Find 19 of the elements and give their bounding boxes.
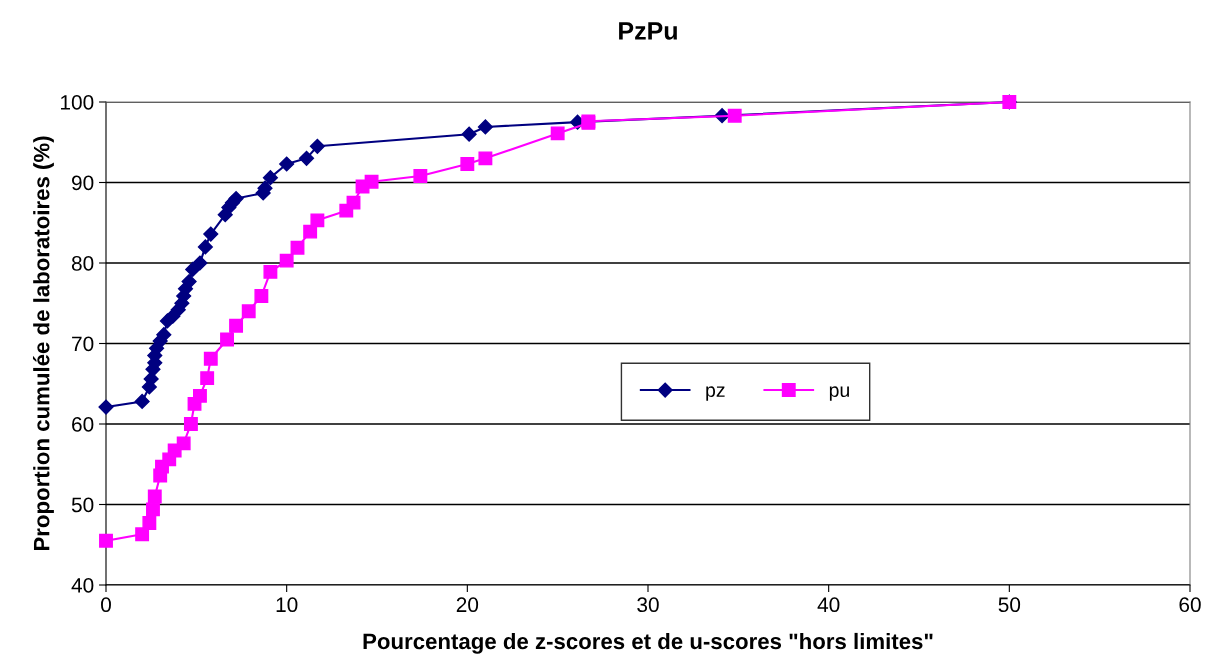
x-tick-label: 50 bbox=[998, 597, 1021, 613]
x-axis-title: Pourcentage de z-scores et de u-scores "hors limites" bbox=[363, 632, 933, 654]
x-tick-label: 60 bbox=[1179, 597, 1201, 613]
y-tick-label: 90 bbox=[72, 175, 94, 191]
chart-title: PzPu bbox=[619, 22, 677, 40]
y-tick-label: 50 bbox=[71, 497, 94, 513]
legend-label: pz bbox=[706, 386, 725, 401]
x-tick-label: 30 bbox=[637, 597, 659, 613]
y-tick-label: 40 bbox=[71, 578, 94, 593]
x-tick-label: 0 bbox=[101, 597, 111, 613]
x-tick-label: 20 bbox=[456, 597, 479, 613]
x-tick-label: 40 bbox=[817, 597, 840, 613]
legend-label: pu bbox=[829, 386, 849, 401]
y-tick-label: 80 bbox=[71, 256, 94, 271]
y-axis-title: Proportion cumulée de laboratoires (%) bbox=[32, 136, 54, 551]
y-tick-label: 60 bbox=[72, 417, 94, 432]
y-tick-label: 70 bbox=[72, 336, 94, 352]
x-tick-label: 10 bbox=[276, 597, 298, 613]
y-tick-label: 100 bbox=[61, 95, 94, 110]
